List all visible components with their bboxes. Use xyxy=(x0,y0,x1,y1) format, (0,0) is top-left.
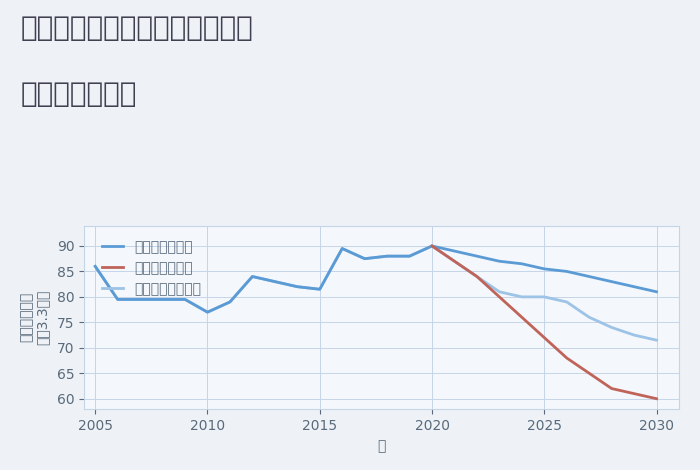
バッドシナリオ xyxy=(428,243,436,249)
グッドシナリオ xyxy=(540,266,549,272)
ノーマルシナリオ xyxy=(91,264,99,269)
ノーマルシナリオ xyxy=(225,299,234,305)
ノーマルシナリオ xyxy=(540,294,549,300)
グッドシナリオ xyxy=(495,258,503,264)
ノーマルシナリオ xyxy=(428,243,436,249)
グッドシナリオ xyxy=(181,297,189,302)
ノーマルシナリオ xyxy=(630,332,638,338)
バッドシナリオ xyxy=(450,258,459,264)
ノーマルシナリオ xyxy=(136,297,144,302)
ノーマルシナリオ xyxy=(473,274,481,279)
グッドシナリオ xyxy=(91,264,99,269)
バッドシナリオ xyxy=(563,355,571,361)
Line: バッドシナリオ: バッドシナリオ xyxy=(432,246,657,399)
グッドシナリオ xyxy=(652,289,661,295)
グッドシナリオ xyxy=(608,279,616,284)
グッドシナリオ xyxy=(450,248,459,254)
Text: 神奈川県相模原市南区鵜野森の: 神奈川県相模原市南区鵜野森の xyxy=(21,14,253,42)
X-axis label: 年: 年 xyxy=(377,439,386,454)
バッドシナリオ xyxy=(585,370,594,376)
ノーマルシナリオ xyxy=(316,286,324,292)
バッドシナリオ xyxy=(652,396,661,401)
ノーマルシナリオ xyxy=(360,256,369,261)
Text: 土地の価格推移: 土地の価格推移 xyxy=(21,80,137,108)
ノーマルシナリオ xyxy=(608,325,616,330)
ノーマルシナリオ xyxy=(383,253,391,259)
バッドシナリオ xyxy=(540,335,549,340)
グッドシナリオ xyxy=(473,253,481,259)
バッドシナリオ xyxy=(517,314,526,320)
ノーマルシナリオ xyxy=(181,297,189,302)
グッドシナリオ xyxy=(428,243,436,249)
ノーマルシナリオ xyxy=(585,314,594,320)
Line: ノーマルシナリオ: ノーマルシナリオ xyxy=(95,246,657,340)
グッドシナリオ xyxy=(405,253,414,259)
グッドシナリオ xyxy=(316,286,324,292)
グッドシナリオ xyxy=(630,284,638,290)
バッドシナリオ xyxy=(473,274,481,279)
グッドシナリオ xyxy=(585,274,594,279)
ノーマルシナリオ xyxy=(563,299,571,305)
ノーマルシナリオ xyxy=(405,253,414,259)
グッドシナリオ xyxy=(271,279,279,284)
グッドシナリオ xyxy=(293,284,302,290)
ノーマルシナリオ xyxy=(113,297,122,302)
グッドシナリオ xyxy=(563,268,571,274)
グッドシナリオ xyxy=(225,299,234,305)
グッドシナリオ xyxy=(158,297,167,302)
ノーマルシナリオ xyxy=(203,309,211,315)
グッドシナリオ xyxy=(383,253,391,259)
グッドシナリオ xyxy=(248,274,257,279)
Legend: グッドシナリオ, バッドシナリオ, ノーマルシナリオ: グッドシナリオ, バッドシナリオ, ノーマルシナリオ xyxy=(97,235,207,301)
グッドシナリオ xyxy=(338,246,346,251)
グッドシナリオ xyxy=(113,297,122,302)
グッドシナリオ xyxy=(360,256,369,261)
グッドシナリオ xyxy=(517,261,526,266)
ノーマルシナリオ xyxy=(495,289,503,295)
ノーマルシナリオ xyxy=(293,284,302,290)
Y-axis label: 単価（万円）
坪（3.3㎡）: 単価（万円） 坪（3.3㎡） xyxy=(20,290,50,345)
ノーマルシナリオ xyxy=(248,274,257,279)
バッドシナリオ xyxy=(630,391,638,396)
ノーマルシナリオ xyxy=(517,294,526,300)
ノーマルシナリオ xyxy=(450,258,459,264)
ノーマルシナリオ xyxy=(271,279,279,284)
グッドシナリオ xyxy=(136,297,144,302)
ノーマルシナリオ xyxy=(158,297,167,302)
ノーマルシナリオ xyxy=(652,337,661,343)
Line: グッドシナリオ: グッドシナリオ xyxy=(95,246,657,312)
グッドシナリオ xyxy=(203,309,211,315)
バッドシナリオ xyxy=(608,386,616,392)
バッドシナリオ xyxy=(495,294,503,300)
ノーマルシナリオ xyxy=(338,246,346,251)
